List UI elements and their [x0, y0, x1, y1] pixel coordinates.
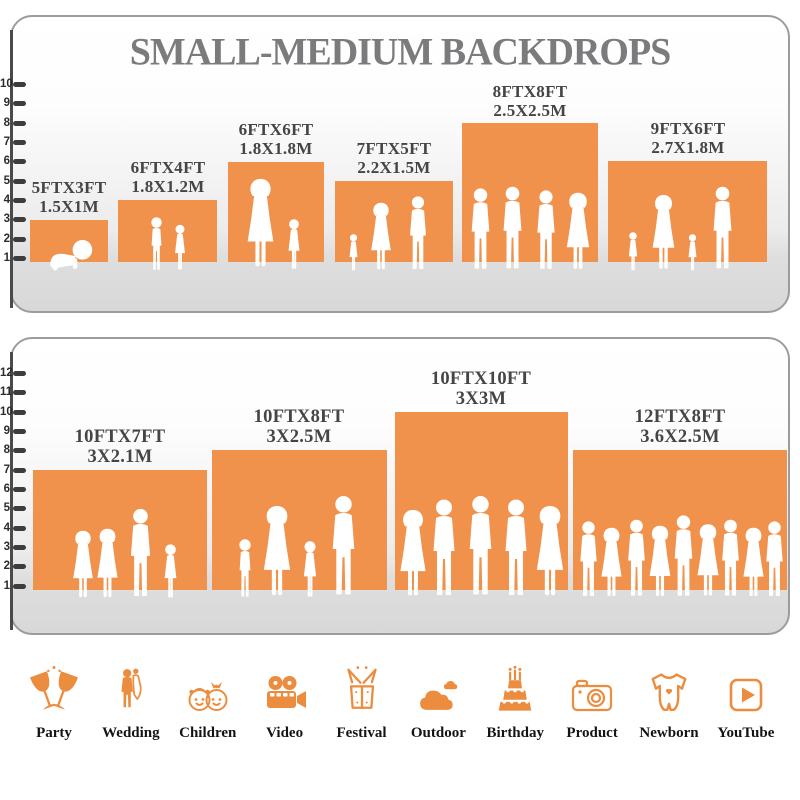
- people-silhouette: [580, 515, 783, 597]
- category-label: Newborn: [639, 725, 699, 741]
- ruler-tick: 3: [0, 213, 26, 225]
- backdrop-label: 12FTX8FT 3.6X2.5M: [634, 407, 726, 447]
- category-label: Product: [566, 725, 618, 741]
- party-icon: [27, 655, 81, 719]
- backdrop-label: 7FTX5FT 2.2X1.5M: [356, 139, 432, 177]
- ruler-tick: 11: [0, 386, 26, 398]
- category-product: Product: [556, 655, 628, 742]
- category-outdoor: Outdoor: [402, 655, 474, 742]
- people-silhouette: [628, 186, 732, 271]
- cloud-icon: [410, 655, 466, 719]
- ruler-tick: 1: [0, 580, 26, 592]
- people-silhouette: [73, 508, 177, 598]
- ruler-tick: 7: [0, 136, 26, 148]
- category-label: YouTube: [717, 725, 775, 741]
- backdrop-label: 8FTX8FT 2.5X2.5M: [492, 82, 568, 120]
- category-label: Party: [36, 725, 72, 741]
- backdrop-6x4: [118, 200, 217, 262]
- ruler-tick: 9: [0, 97, 26, 109]
- ruler-tick: 3: [0, 541, 26, 553]
- ruler-tick: 7: [0, 464, 26, 476]
- category-row: Party Wedding: [18, 655, 782, 765]
- ruler-tick: 5: [0, 502, 26, 514]
- ruler-tick: 2: [0, 560, 26, 572]
- ruler-tick: 12: [0, 367, 26, 379]
- ruler-line-bottom: [10, 352, 13, 630]
- people-silhouette: [50, 240, 93, 271]
- backdrop-label: 10FTX7FT 3X2.1M: [74, 427, 166, 467]
- people-silhouette: [400, 496, 564, 596]
- backdrop-label: 9FTX6FT 2.7X1.8M: [650, 119, 726, 157]
- wedding-icon: [108, 655, 154, 719]
- camera-icon: [565, 655, 619, 719]
- video-camera-icon: [257, 655, 313, 719]
- ruler-tick: 4: [0, 194, 26, 206]
- category-festival: Festival: [326, 655, 398, 742]
- category-label: Video: [266, 725, 304, 741]
- children-icon: [180, 655, 236, 719]
- ruler-tick: 6: [0, 155, 26, 167]
- category-children: Children: [172, 655, 244, 742]
- backdrop-label: 5FTX3FT 1.5X1M: [31, 178, 107, 216]
- category-party: Party: [18, 655, 90, 742]
- cake-icon: [489, 655, 541, 719]
- backdrop-10x7: [33, 470, 207, 590]
- backdrop-label: 10FTX10FT 3X3M: [430, 369, 532, 409]
- backdrop-label: 6FTX6FT 1.8X1.8M: [238, 120, 314, 158]
- ruler-tick: 9: [0, 425, 26, 437]
- ruler-tick: 10: [0, 406, 26, 418]
- people-silhouette: [247, 178, 300, 269]
- category-label: Festival: [336, 725, 387, 741]
- ruler-tick: 6: [0, 483, 26, 495]
- page-title: SMALL-MEDIUM BACKDROPS: [129, 30, 672, 74]
- backdrop-6x6: [228, 162, 324, 262]
- gift-icon: [337, 655, 387, 719]
- ruler-tick: 10: [0, 78, 26, 90]
- ruler-tick: 5: [0, 175, 26, 187]
- ruler-tick: 8: [0, 444, 26, 456]
- ruler-tick: 2: [0, 233, 26, 245]
- category-label: Birthday: [486, 725, 544, 741]
- category-label: Wedding: [102, 725, 160, 741]
- people-silhouette: [239, 496, 355, 597]
- category-label: Outdoor: [410, 725, 466, 741]
- ruler-tick: 8: [0, 117, 26, 129]
- play-button-icon: [722, 655, 770, 719]
- backdrop-label: 6FTX4FT 1.8X1.2M: [130, 158, 206, 196]
- ruler-tick: 4: [0, 522, 26, 534]
- backdrop-label: 10FTX8FT 3X2.5M: [253, 407, 345, 447]
- category-video: Video: [249, 655, 321, 742]
- ruler-line-top: [10, 30, 13, 308]
- people-silhouette: [349, 196, 426, 271]
- ruler-tick: 1: [0, 252, 26, 264]
- category-newborn: Newborn: [633, 655, 705, 742]
- category-label: Children: [179, 725, 237, 741]
- category-birthday: Birthday: [479, 655, 551, 742]
- category-youtube: YouTube: [710, 655, 782, 742]
- onesie-icon: [643, 655, 695, 719]
- category-wedding: Wedding: [95, 655, 167, 742]
- people-silhouette: [151, 217, 185, 270]
- people-silhouette: [471, 186, 590, 269]
